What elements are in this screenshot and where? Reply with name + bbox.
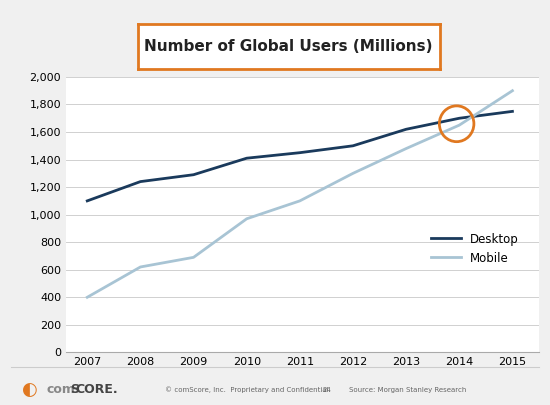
Desktop bbox=[350, 143, 356, 148]
Mobile bbox=[84, 295, 91, 300]
Legend: Desktop, Mobile: Desktop, Mobile bbox=[426, 228, 524, 269]
Desktop bbox=[137, 179, 144, 184]
Desktop bbox=[456, 116, 463, 121]
Mobile bbox=[456, 123, 463, 128]
Desktop bbox=[509, 109, 516, 114]
Text: Number of Global Users (Millions): Number of Global Users (Millions) bbox=[145, 39, 433, 54]
Mobile bbox=[509, 88, 516, 93]
Text: © comScore, Inc.  Proprietary and Confidential.: © comScore, Inc. Proprietary and Confide… bbox=[165, 386, 331, 393]
Text: S: S bbox=[70, 383, 79, 396]
Text: 24: 24 bbox=[323, 387, 332, 392]
Mobile bbox=[190, 255, 197, 260]
Desktop bbox=[190, 172, 197, 177]
Desktop bbox=[403, 127, 409, 132]
Text: CORE.: CORE. bbox=[75, 383, 118, 396]
Desktop bbox=[244, 156, 250, 161]
Text: com: com bbox=[47, 383, 76, 396]
Mobile bbox=[244, 216, 250, 221]
Desktop bbox=[84, 198, 91, 203]
Line: Desktop: Desktop bbox=[87, 111, 513, 201]
Mobile bbox=[137, 264, 144, 269]
Line: Mobile: Mobile bbox=[87, 91, 513, 297]
Desktop bbox=[296, 150, 303, 155]
Text: ◐: ◐ bbox=[22, 381, 38, 399]
Mobile bbox=[403, 146, 409, 151]
Text: Source: Morgan Stanley Research: Source: Morgan Stanley Research bbox=[349, 387, 466, 392]
Mobile bbox=[350, 171, 356, 176]
Mobile bbox=[296, 198, 303, 203]
